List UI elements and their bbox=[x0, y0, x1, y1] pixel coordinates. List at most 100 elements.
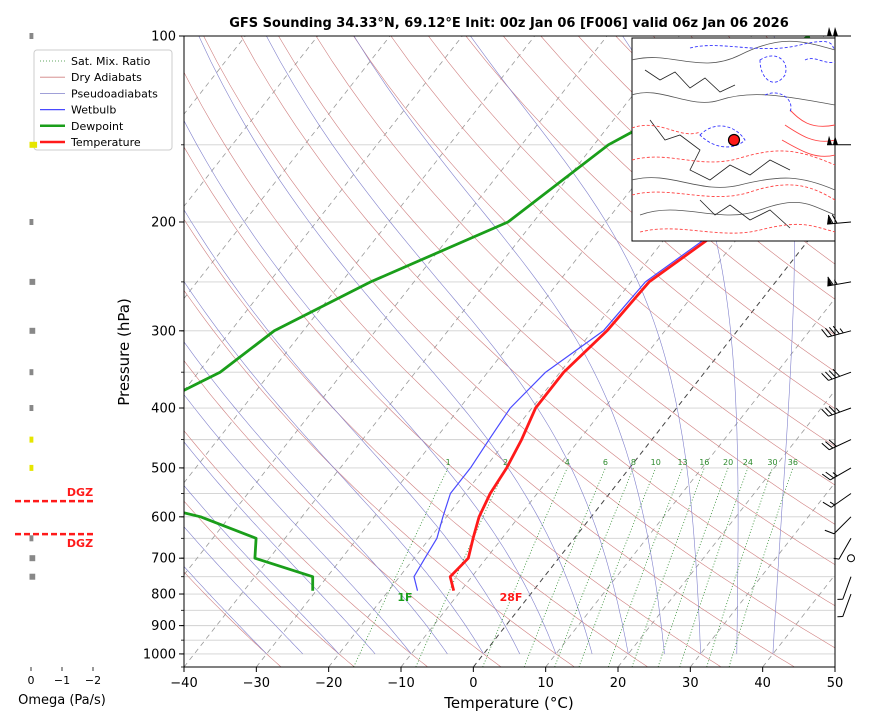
omega-bar bbox=[30, 219, 34, 225]
wind-barb-shape bbox=[822, 322, 851, 338]
mixing-ratio-label: 36 bbox=[788, 458, 798, 467]
legend-label: Pseudoadiabats bbox=[71, 87, 158, 100]
pseudoadiabat bbox=[266, 36, 628, 654]
mixing-ratio-label: 13 bbox=[677, 458, 687, 467]
barb-half bbox=[836, 407, 840, 412]
isotherm-line bbox=[184, 36, 679, 667]
wind-barb bbox=[827, 27, 851, 36]
wind-barb-shape bbox=[827, 27, 851, 36]
mixing-ratio-label: 6 bbox=[603, 458, 608, 467]
omega-tick-label: −1 bbox=[54, 674, 70, 687]
omega-bar bbox=[30, 328, 36, 334]
map-location-marker bbox=[729, 135, 740, 146]
barb-flag bbox=[825, 527, 834, 536]
omega-axis-label: Omega (Pa/s) bbox=[18, 693, 106, 708]
wind-barb-shape bbox=[834, 536, 851, 561]
omega-bar bbox=[30, 555, 36, 561]
wind-barb-shape bbox=[822, 460, 851, 482]
calm-circle bbox=[848, 555, 855, 562]
y-tick-label: 200 bbox=[151, 216, 176, 231]
x-tick-label: 50 bbox=[827, 676, 844, 691]
wind-barb bbox=[822, 364, 851, 382]
x-tick-label: −20 bbox=[315, 676, 342, 691]
barb-half bbox=[840, 328, 843, 333]
pseudoadiabat bbox=[145, 36, 556, 654]
x-tick-label: 0 bbox=[469, 676, 477, 691]
x-tick-label: 40 bbox=[754, 676, 771, 691]
surface-dewpoint-label: 1F bbox=[397, 591, 412, 604]
y-tick-label: 300 bbox=[151, 324, 176, 339]
mixing-ratio-label: 24 bbox=[743, 458, 753, 467]
x-tick-label: 30 bbox=[682, 676, 699, 691]
barb-flag bbox=[823, 500, 831, 510]
mixing-ratio-label: 1 bbox=[446, 458, 451, 467]
barb-half bbox=[834, 557, 839, 561]
barb-staff bbox=[839, 538, 851, 559]
omega-bar bbox=[30, 574, 36, 580]
omega-tick-label: −2 bbox=[85, 674, 101, 687]
barb-pennant bbox=[833, 27, 838, 36]
x-tick-label: 20 bbox=[610, 676, 627, 691]
x-tick-label: 10 bbox=[537, 676, 554, 691]
omega-tick-label: 0 bbox=[28, 674, 35, 687]
legend-label: Temperature bbox=[70, 136, 141, 149]
y-tick-label: 900 bbox=[151, 619, 176, 634]
wind-barb-shape bbox=[822, 431, 851, 451]
barb-flag bbox=[822, 442, 829, 452]
barb-staff bbox=[843, 577, 851, 600]
x-tick-label: −40 bbox=[170, 676, 197, 691]
barb-staff bbox=[834, 517, 851, 534]
barb-staff bbox=[843, 594, 851, 617]
surface-temp-label: 28F bbox=[500, 591, 523, 604]
wind-barb bbox=[834, 536, 851, 561]
omega-bar bbox=[30, 535, 34, 541]
wind-barb-shape bbox=[825, 510, 851, 536]
x-tick-label: −10 bbox=[387, 676, 414, 691]
omega-bar bbox=[30, 279, 36, 285]
barb-pennant bbox=[827, 27, 832, 36]
wind-barb bbox=[826, 273, 851, 286]
wind-barb bbox=[825, 510, 851, 536]
mixing-ratio-label: 4 bbox=[565, 458, 570, 467]
dgz-label: DGZ bbox=[67, 486, 93, 499]
omega-bar bbox=[30, 405, 34, 411]
x-axis-label: Temperature (°C) bbox=[443, 694, 573, 712]
wind-barb bbox=[822, 431, 851, 451]
mixing-ratio-label: 8 bbox=[631, 458, 636, 467]
mixing-ratio-line bbox=[524, 468, 605, 667]
mixing-ratio-label: 30 bbox=[767, 458, 777, 467]
wind-barb-shape bbox=[822, 364, 851, 382]
mixing-ratio-line bbox=[483, 468, 568, 667]
wind-barb bbox=[822, 322, 851, 338]
inset-map bbox=[632, 38, 835, 241]
wind-barb-shape bbox=[826, 273, 851, 286]
wind-barb-shape bbox=[823, 486, 851, 509]
wind-barb bbox=[848, 555, 855, 562]
y-tick-label: 100 bbox=[151, 30, 176, 45]
mixing-ratio-line bbox=[354, 468, 449, 667]
legend-label: Wetbulb bbox=[71, 104, 116, 117]
dgz-label: DGZ bbox=[67, 537, 93, 550]
y-tick-label: 400 bbox=[151, 402, 176, 417]
mixing-ratio-line bbox=[729, 468, 793, 667]
mixing-ratio-line bbox=[658, 468, 728, 667]
y-tick-label: 1000 bbox=[143, 647, 176, 662]
barb-half bbox=[837, 615, 842, 619]
isotherm-line bbox=[112, 36, 607, 667]
mixing-ratio-label: 2 bbox=[503, 458, 508, 467]
omega-bar bbox=[30, 437, 34, 443]
omega-bar bbox=[30, 142, 38, 148]
legend-label: Dewpoint bbox=[71, 120, 124, 133]
mixing-ratio-label: 10 bbox=[651, 458, 661, 467]
isotherm-line bbox=[0, 36, 28, 667]
wind-barb bbox=[823, 486, 851, 509]
wind-barb-shape bbox=[837, 575, 851, 601]
barb-flag bbox=[822, 472, 830, 482]
y-tick-label: 700 bbox=[151, 552, 176, 567]
wind-barb bbox=[822, 460, 851, 482]
omega-bar bbox=[30, 465, 34, 471]
